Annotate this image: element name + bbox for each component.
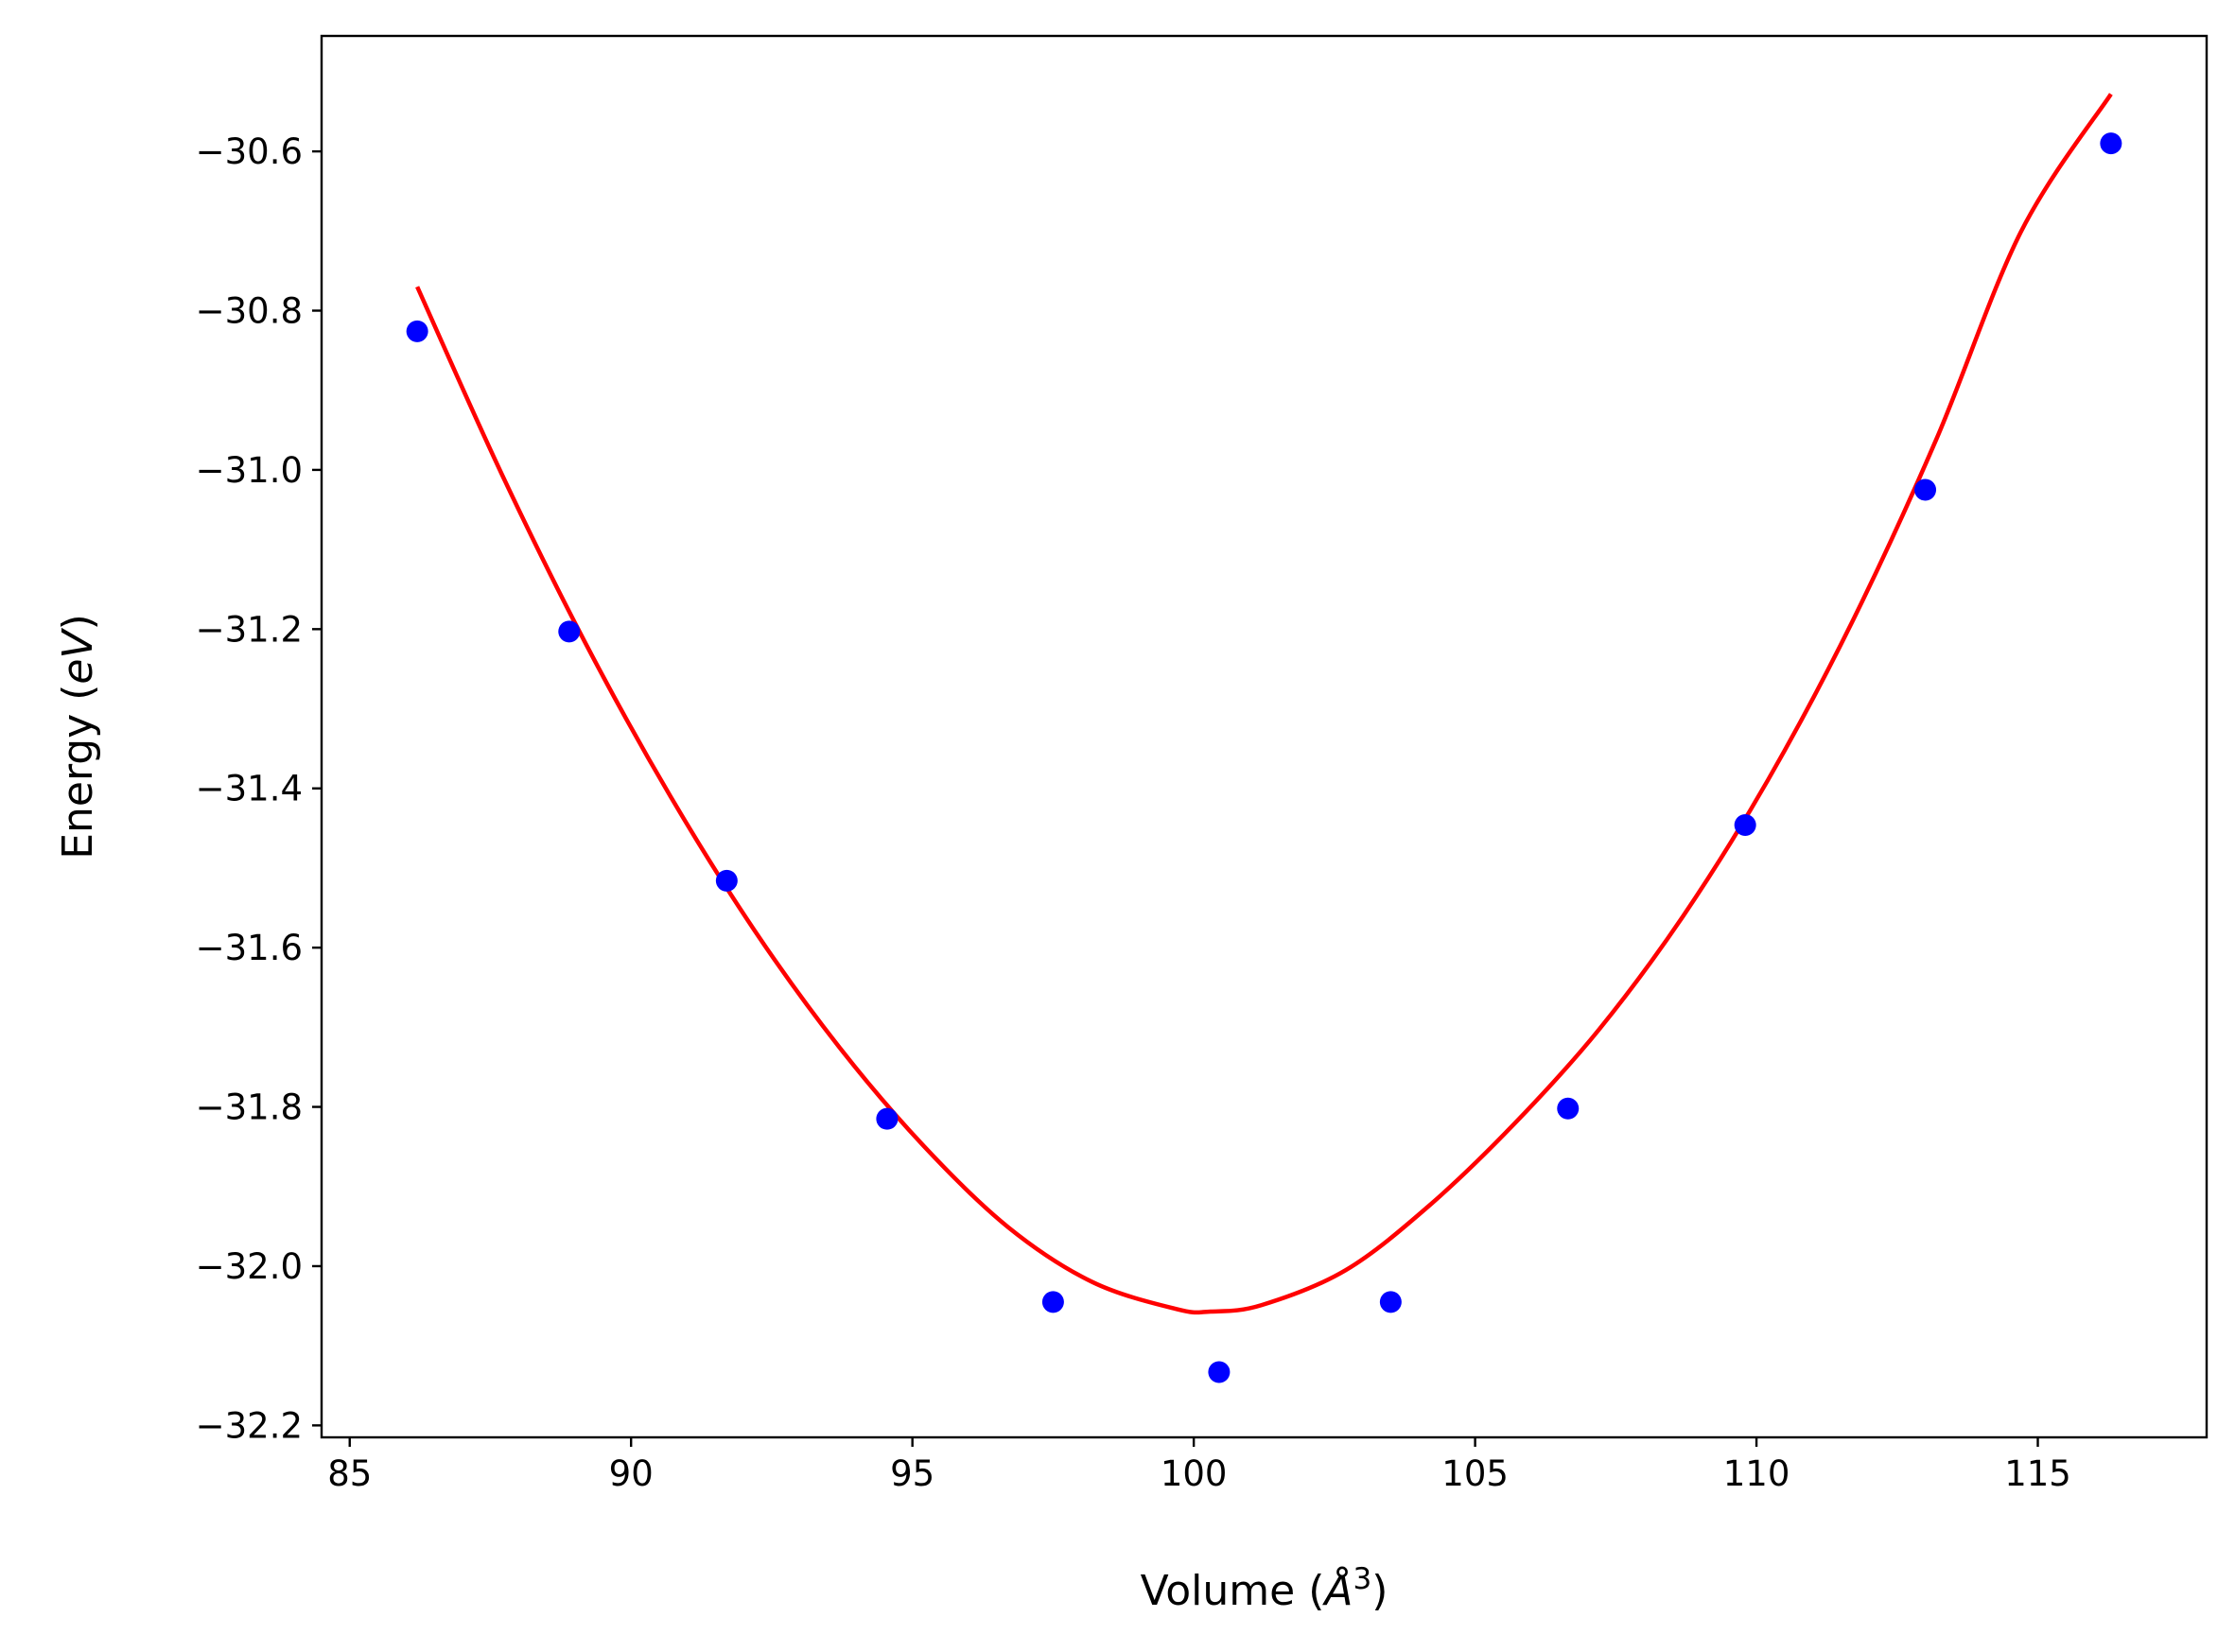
data-point [1557, 1097, 1580, 1120]
x-tick-label: 110 [1723, 1453, 1790, 1494]
y-tick-label: −31.2 [196, 609, 303, 650]
y-tick-label: −30.8 [196, 291, 303, 332]
x-tick-label: 115 [2004, 1453, 2071, 1494]
data-point [876, 1107, 899, 1130]
data-point [1734, 813, 1756, 836]
data-point [2100, 132, 2122, 155]
x-axis-label-text: Volume [1141, 1567, 1296, 1615]
x-axis-label: Volume (Å3) [1141, 1562, 1388, 1615]
y-tick-label: −32.0 [196, 1246, 303, 1287]
x-axis-ticks: 85 90 95 100 105 110 115 [327, 1437, 2071, 1494]
data-point [406, 320, 428, 342]
axes-frame [320, 34, 2209, 1439]
x-tick-label: 100 [1161, 1453, 1228, 1494]
x-tick-label: 105 [1441, 1453, 1509, 1494]
data-point [1914, 478, 1937, 501]
y-tick-label: −30.6 [196, 131, 303, 172]
y-axis-ticks: −30.6 −30.8 −31.0 −31.2 −31.4 −31.6 −31.8 −32.0… [196, 131, 322, 1446]
y-tick-label: −31.6 [196, 928, 303, 968]
x-tick-label: 90 [609, 1453, 654, 1494]
x-axis-label-open-paren: ( [1295, 1567, 1324, 1615]
x-tick-label: 95 [890, 1453, 934, 1494]
x-axis-label-close-paren: ) [1371, 1567, 1388, 1615]
data-point [558, 620, 581, 643]
data-point [1379, 1291, 1402, 1313]
y-tick-label: −31.0 [196, 450, 303, 491]
data-point [715, 869, 738, 892]
y-tick-label: −31.8 [196, 1087, 303, 1128]
x-axis-unit-base: Å [1321, 1565, 1353, 1615]
plot-area [406, 93, 2122, 1383]
x-axis-unit-exponent: 3 [1353, 1562, 1372, 1596]
y-axis-label-open-paren: ( [54, 685, 102, 714]
y-axis-label: Energy (eV) [54, 614, 102, 860]
data-point [1041, 1291, 1064, 1313]
fit-curve-line [415, 93, 2113, 1315]
y-tick-label: −32.2 [196, 1405, 303, 1446]
y-axis-label-text: Energy [54, 714, 102, 860]
y-tick-label: −31.4 [196, 769, 303, 809]
data-point [1208, 1361, 1231, 1383]
y-axis-label-close-paren: ) [54, 614, 102, 630]
x-tick-label: 85 [327, 1453, 372, 1494]
y-axis-unit: eV [54, 628, 102, 685]
